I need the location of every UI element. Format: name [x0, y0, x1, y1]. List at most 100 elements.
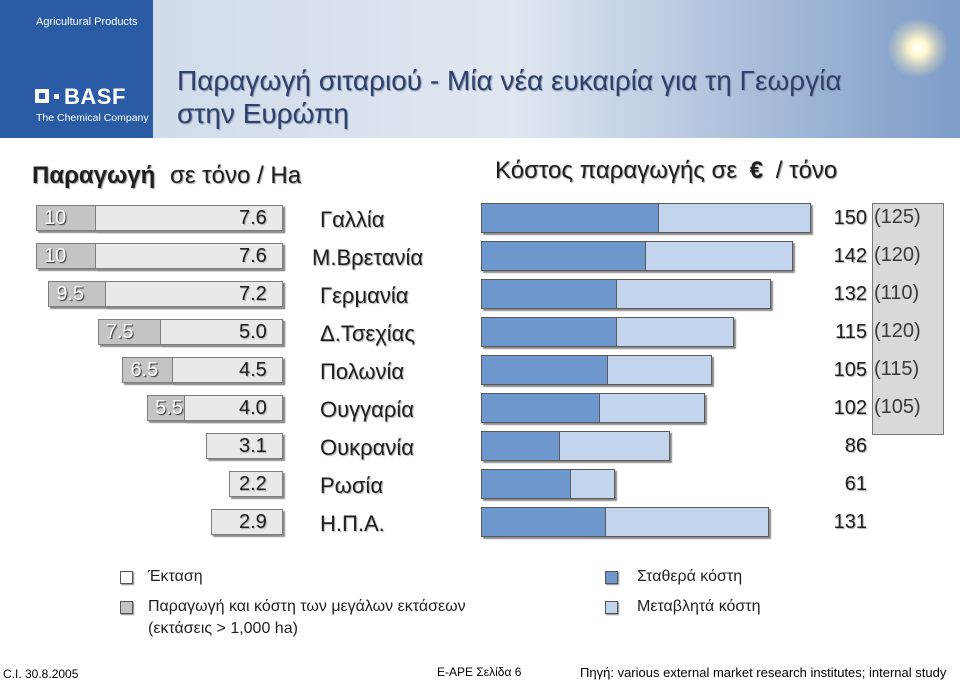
legend-area-swatch — [120, 571, 133, 584]
cost-bar — [481, 431, 671, 461]
basf-logo-dot-icon — [54, 94, 59, 99]
slide-title: Παραγωγή σιταριού - Μία νέα ευκαιρία για… — [177, 65, 842, 129]
area-yield-label: 5.0 — [239, 321, 267, 343]
fixed-cost-segment — [482, 470, 570, 498]
area-yield-label: 4.5 — [239, 359, 267, 381]
variable-cost-segment — [658, 204, 810, 232]
country-label: Δ.Τσεχίας — [320, 321, 415, 346]
variable-cost-segment — [607, 356, 711, 384]
large-farm-yield-label: 7.5 — [105, 321, 134, 343]
legend-variable-label: Μεταβλητά κόστη — [637, 598, 761, 615]
country-label: Γαλλία — [320, 207, 385, 232]
cost-bar — [481, 507, 770, 537]
legend-large-farm-swatch — [120, 601, 133, 614]
area-yield-bar — [105, 281, 283, 307]
brand-panel: Agricultural Products BASF The Chemical … — [0, 0, 153, 138]
large-farm-cost-label: (105) — [874, 396, 921, 418]
total-cost-label: 142 — [833, 245, 867, 267]
fixed-cost-segment — [482, 318, 617, 346]
header-banner — [153, 0, 960, 138]
large-farm-cost-label: (120) — [874, 244, 921, 266]
total-cost-label: 61 — [844, 473, 867, 495]
brand-tagline: The Chemical Company — [36, 112, 149, 124]
cost-bar — [481, 355, 712, 385]
legend-fixed-label: Σταθερά κόστη — [637, 568, 743, 585]
area-yield-bar — [95, 205, 283, 231]
large-farm-yield-label: 6.5 — [130, 359, 159, 381]
area-yield-bar — [184, 395, 283, 421]
fixed-cost-segment — [482, 204, 658, 232]
basf-wordmark: BASF — [64, 84, 126, 109]
large-farm-cost-label: (125) — [874, 206, 921, 228]
footer-source: Πηγή: various external market research i… — [580, 665, 947, 680]
area-yield-label: 7.6 — [239, 207, 267, 229]
country-label: Ουγγαρία — [320, 397, 414, 422]
large-farm-cost-panel — [872, 203, 944, 435]
large-farm-cost-label: (110) — [874, 282, 920, 304]
total-cost-label: 131 — [833, 511, 867, 533]
total-cost-label: 86 — [844, 435, 867, 457]
cost-bar — [481, 241, 794, 271]
left-heading: Παραγωγή σε τόνο / Ha — [32, 162, 301, 190]
fixed-cost-segment — [482, 356, 608, 384]
right-heading-rest: / τόνο — [775, 157, 838, 184]
country-label: Ουκρανία — [320, 435, 414, 460]
left-heading-bold: Παραγωγή — [32, 162, 156, 189]
sun-glow-icon — [888, 18, 948, 78]
euro-symbol: € — [749, 157, 764, 184]
cost-bar — [481, 317, 734, 347]
area-yield-label: 2.9 — [239, 511, 267, 533]
cost-bar — [481, 203, 811, 233]
area-yield-bar — [95, 243, 283, 269]
left-heading-rest: σε τόνο / Ha — [170, 162, 302, 189]
total-cost-label: 150 — [833, 207, 867, 229]
large-farm-yield-label: 10 — [44, 245, 67, 267]
legend-fixed-swatch — [605, 571, 618, 584]
variable-cost-segment — [644, 242, 793, 270]
total-cost-label: 132 — [833, 283, 867, 305]
legend-area-label: Έκταση — [148, 568, 203, 585]
area-yield-bar — [211, 509, 283, 535]
area-yield-bar — [206, 433, 283, 459]
fixed-cost-segment — [482, 432, 559, 460]
country-label: Πολωνία — [320, 359, 405, 384]
area-yield-label: 2.2 — [239, 473, 267, 495]
area-yield-label: 7.2 — [239, 283, 267, 305]
variable-cost-segment — [598, 394, 705, 422]
basf-logo-square-icon — [35, 89, 49, 103]
country-label: Η.Π.Α. — [320, 511, 385, 536]
fixed-cost-segment — [482, 508, 606, 536]
variable-cost-segment — [616, 280, 771, 308]
area-yield-label: 7.6 — [239, 245, 267, 267]
fixed-cost-segment — [482, 280, 617, 308]
cost-bar — [481, 393, 706, 423]
country-label: Μ.Βρετανία — [312, 245, 424, 270]
country-label: Ρωσία — [320, 473, 384, 498]
right-heading: Κόστος παραγωγής σε € / τόνο — [495, 157, 837, 185]
variable-cost-segment — [559, 432, 670, 460]
footer-date: C.I. 30.8.2005 — [3, 667, 79, 681]
area-yield-bar — [228, 471, 283, 497]
area-yield-bar — [159, 319, 283, 345]
right-heading-main: Κόστος παραγωγής σε — [495, 157, 738, 184]
large-farm-yield-label: 5.5 — [155, 397, 183, 419]
variable-cost-segment — [605, 508, 769, 536]
total-cost-label: 102 — [833, 397, 867, 419]
variable-cost-segment — [616, 318, 733, 346]
area-yield-label: 3.1 — [239, 435, 267, 457]
cost-bar — [481, 279, 772, 309]
fixed-cost-segment — [482, 394, 599, 422]
variable-cost-segment — [570, 470, 615, 498]
footer-page: E-APE Σελίδα 6 — [437, 665, 522, 679]
legend-large-farm-note: (εκτάσεις > 1,000 ha) — [148, 620, 298, 637]
cost-bar — [481, 469, 616, 499]
legend-variable-swatch — [605, 601, 618, 614]
header: Agricultural Products BASF The Chemical … — [0, 0, 960, 138]
area-yield-bar — [171, 357, 283, 383]
large-farm-yield-label: 10 — [44, 207, 67, 229]
large-farm-cost-label: (115) — [874, 358, 920, 380]
total-cost-label: 115 — [835, 321, 867, 343]
total-cost-label: 105 — [833, 359, 867, 381]
large-farm-cost-label: (120) — [874, 320, 921, 342]
brand-division-text: Agricultural Products — [36, 16, 138, 28]
